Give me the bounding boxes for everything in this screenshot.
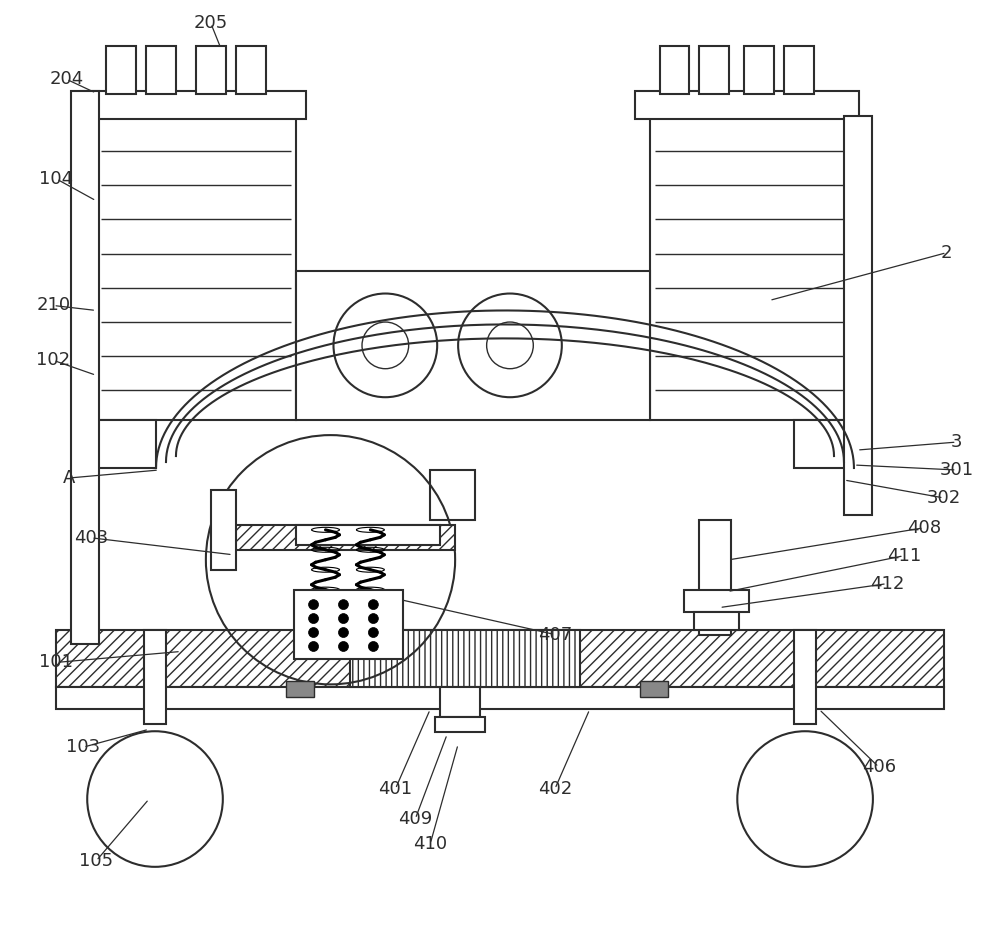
Bar [296, 270, 650, 420]
Bar [211, 490, 236, 570]
Bar [146, 46, 176, 94]
Text: 105: 105 [79, 852, 113, 869]
Bar [56, 688, 944, 709]
Text: 301: 301 [940, 461, 974, 479]
Text: 409: 409 [398, 810, 432, 828]
Bar [635, 91, 859, 119]
Circle shape [309, 613, 319, 624]
Bar [744, 46, 774, 94]
Circle shape [338, 627, 348, 638]
Bar [106, 46, 136, 94]
Circle shape [309, 600, 319, 609]
Bar [435, 717, 485, 732]
Text: 302: 302 [927, 489, 961, 507]
Bar [640, 681, 668, 697]
Bar [430, 470, 475, 520]
Bar [286, 681, 314, 697]
Text: 3: 3 [951, 433, 962, 451]
Bar [684, 590, 749, 611]
Bar [794, 629, 816, 724]
Text: 411: 411 [887, 546, 921, 565]
Circle shape [368, 627, 378, 638]
Bar [144, 629, 166, 724]
Text: 204: 204 [49, 70, 83, 89]
Bar [236, 46, 266, 94]
Bar [440, 688, 480, 717]
Bar [350, 629, 580, 688]
Text: 102: 102 [36, 351, 70, 369]
Text: 104: 104 [39, 170, 73, 187]
Text: 402: 402 [538, 780, 572, 798]
Bar [694, 611, 739, 629]
Text: 101: 101 [39, 654, 73, 672]
Text: 401: 401 [378, 780, 412, 798]
Circle shape [368, 642, 378, 652]
Circle shape [309, 627, 319, 638]
Text: 412: 412 [870, 575, 904, 593]
Text: 408: 408 [907, 519, 941, 537]
Bar [211, 525, 455, 550]
Bar [81, 91, 306, 119]
Bar [294, 590, 403, 659]
Bar [699, 520, 731, 635]
Bar [96, 116, 296, 420]
Bar [296, 525, 440, 544]
Circle shape [368, 600, 378, 609]
Text: 2: 2 [941, 244, 952, 262]
Text: A: A [63, 469, 75, 487]
Text: 103: 103 [66, 739, 100, 756]
Bar [660, 46, 689, 94]
Circle shape [338, 642, 348, 652]
Text: 407: 407 [538, 625, 572, 643]
Circle shape [338, 613, 348, 624]
Bar [56, 629, 944, 688]
Bar [196, 46, 226, 94]
Circle shape [368, 613, 378, 624]
Text: 406: 406 [862, 758, 896, 776]
Bar [96, 420, 156, 468]
Text: 403: 403 [74, 528, 108, 546]
Bar [844, 116, 872, 515]
Circle shape [338, 600, 348, 609]
Text: 410: 410 [413, 835, 447, 853]
Bar [699, 46, 729, 94]
Bar [784, 46, 814, 94]
Bar [71, 91, 99, 644]
Bar [650, 116, 854, 420]
Circle shape [309, 642, 319, 652]
Text: 210: 210 [36, 297, 70, 315]
Bar [794, 420, 854, 468]
Text: 205: 205 [194, 14, 228, 32]
